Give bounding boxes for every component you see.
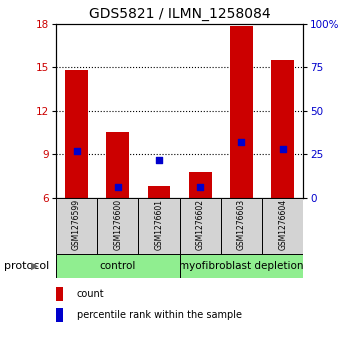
Text: GSM1276603: GSM1276603 bbox=[237, 199, 246, 250]
Bar bbox=[262, 198, 303, 254]
Title: GDS5821 / ILMN_1258084: GDS5821 / ILMN_1258084 bbox=[89, 7, 270, 21]
Bar bbox=[106, 132, 129, 198]
Bar bbox=[221, 198, 262, 254]
Text: protocol: protocol bbox=[4, 261, 49, 271]
Point bbox=[156, 156, 162, 162]
Text: GSM1276602: GSM1276602 bbox=[196, 199, 205, 250]
Bar bbox=[271, 60, 294, 198]
Point bbox=[197, 184, 203, 190]
Bar bbox=[56, 287, 63, 301]
Text: GSM1276599: GSM1276599 bbox=[72, 199, 81, 250]
Bar bbox=[148, 186, 170, 198]
Bar bbox=[189, 172, 212, 198]
Bar bbox=[56, 254, 180, 278]
Bar bbox=[230, 26, 253, 198]
Text: GSM1276604: GSM1276604 bbox=[278, 199, 287, 250]
Text: myofibroblast depletion: myofibroblast depletion bbox=[179, 261, 304, 271]
Bar bbox=[180, 198, 221, 254]
Text: control: control bbox=[100, 261, 136, 271]
Point bbox=[239, 139, 244, 145]
Point bbox=[115, 184, 121, 190]
Text: GSM1276601: GSM1276601 bbox=[155, 199, 164, 250]
Bar bbox=[56, 198, 97, 254]
Bar bbox=[138, 198, 180, 254]
Bar bbox=[65, 70, 88, 198]
Point bbox=[74, 148, 79, 154]
Text: ▶: ▶ bbox=[31, 261, 38, 271]
Text: GSM1276600: GSM1276600 bbox=[113, 199, 122, 250]
Bar bbox=[97, 198, 138, 254]
Bar bbox=[180, 254, 303, 278]
Text: percentile rank within the sample: percentile rank within the sample bbox=[77, 310, 242, 321]
Text: count: count bbox=[77, 289, 105, 299]
Bar bbox=[56, 309, 63, 322]
Point bbox=[280, 146, 286, 152]
